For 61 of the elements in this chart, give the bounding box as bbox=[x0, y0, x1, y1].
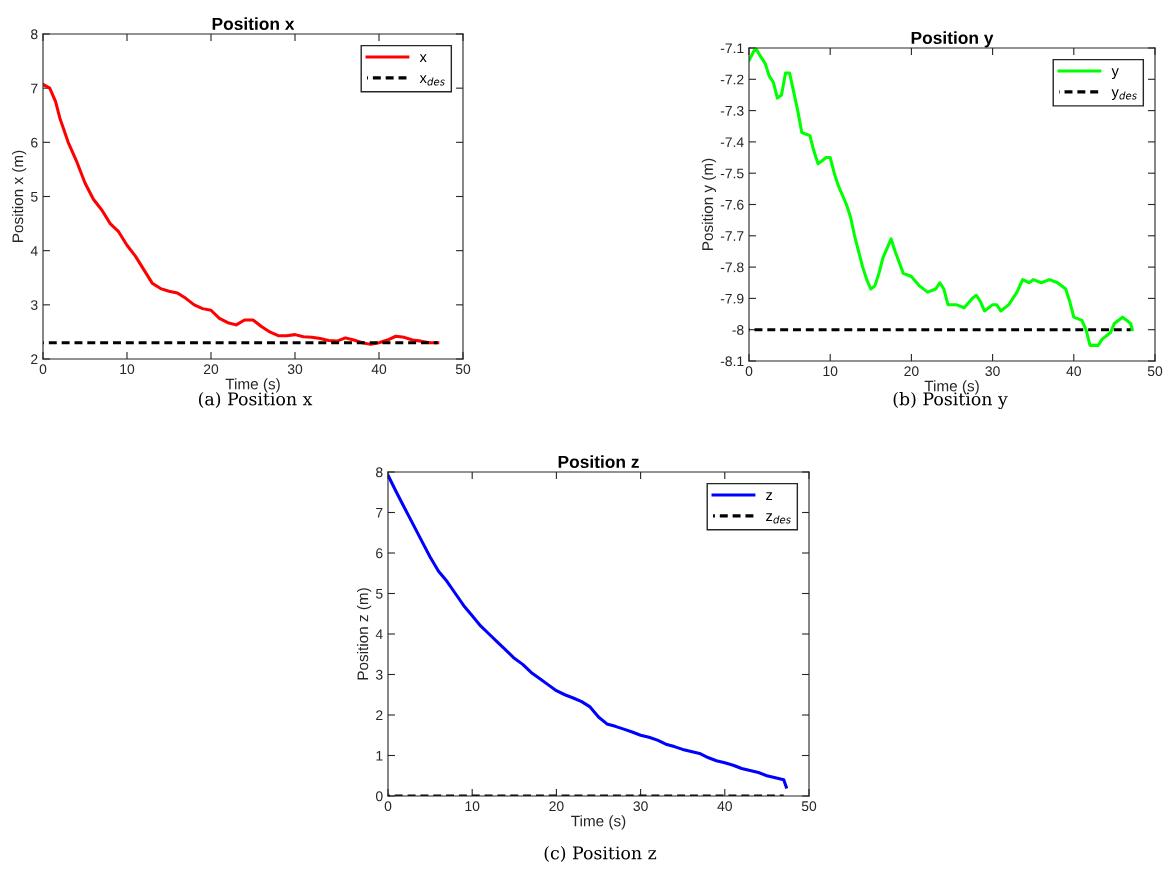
y-axis-title: Position z (m) bbox=[357, 588, 372, 680]
x-tick-label: 40 bbox=[371, 364, 387, 375]
x-tick-label: 10 bbox=[120, 364, 135, 375]
x-axis-title: Time (s) bbox=[225, 378, 280, 393]
y-tick-label: 2 bbox=[31, 354, 38, 365]
x-tick-label: 0 bbox=[39, 364, 47, 375]
x-tick-label: 30 bbox=[985, 366, 1000, 377]
y-tick-label: 3 bbox=[375, 669, 383, 680]
legend-label: x$_{des}$ bbox=[419, 75, 445, 86]
y-tick-label: 1 bbox=[376, 750, 383, 761]
y-tick-label: 8 bbox=[376, 467, 383, 478]
x-tick-label: 30 bbox=[287, 364, 303, 375]
y-tick-label: -7.5 bbox=[720, 168, 744, 179]
y-tick-label: 7 bbox=[31, 83, 38, 94]
y-tick-label: -7.3 bbox=[720, 105, 744, 116]
x-tick-label: 20 bbox=[203, 364, 219, 375]
x-tick-label: 40 bbox=[1066, 366, 1081, 377]
y-tick-label: -7.4 bbox=[720, 137, 744, 147]
text: (a) Position x bbox=[198, 392, 313, 408]
y-tick-label: -7.9 bbox=[720, 293, 744, 304]
x-tick-label: 50 bbox=[455, 364, 471, 375]
text: (c) Position z bbox=[544, 846, 657, 862]
chart-title: Position z bbox=[558, 455, 639, 468]
y-axis-title: Position y (m) bbox=[701, 158, 717, 250]
x-tick-label: 0 bbox=[745, 366, 753, 377]
x-tick-label: 0 bbox=[384, 801, 392, 812]
chart-title: Position y bbox=[911, 31, 994, 48]
y-axis-title: Position x (m) bbox=[12, 150, 27, 242]
y-tick-label: 5 bbox=[375, 588, 383, 599]
y-tick-label: 8 bbox=[31, 29, 38, 40]
x-axis-title: Time (s) bbox=[571, 815, 626, 830]
y-tick-label: 6 bbox=[31, 137, 38, 148]
y-tick-label: 7 bbox=[376, 507, 383, 518]
x-tick-label: 20 bbox=[904, 366, 919, 377]
y-tick-label: -7.7 bbox=[720, 231, 744, 241]
y-tick-label: 5 bbox=[30, 191, 38, 202]
y-tick-label: 6 bbox=[376, 548, 383, 559]
y-tick-label: 4 bbox=[375, 629, 383, 640]
legend-label: y bbox=[1111, 68, 1119, 80]
x-tick-label: 20 bbox=[549, 801, 564, 812]
x-tick-label: 10 bbox=[465, 801, 480, 812]
x-tick-label: 30 bbox=[633, 801, 648, 812]
legend-label: y$_{des}$ bbox=[1111, 89, 1137, 100]
y-tick-label: 4 bbox=[30, 246, 38, 256]
x-tick-label: 50 bbox=[801, 801, 817, 812]
y-tick-label: 3 bbox=[30, 300, 38, 310]
y-tick-label: 2 bbox=[376, 710, 383, 721]
y-tick-label: 0 bbox=[375, 791, 383, 802]
legend-label: x bbox=[419, 54, 427, 63]
legend-label: z$_{des}$ bbox=[766, 513, 791, 524]
y-tick-label: -8.1 bbox=[720, 356, 744, 367]
y-tick-label: -8 bbox=[732, 325, 744, 335]
y-tick-label: -7.8 bbox=[720, 262, 744, 273]
x-tick-label: 10 bbox=[823, 366, 838, 377]
y-tick-label: -7.6 bbox=[720, 199, 744, 210]
chart-title: Position x bbox=[212, 17, 295, 30]
x-tick-label: 50 bbox=[1147, 366, 1163, 377]
y-tick-label: -7.1 bbox=[720, 43, 744, 54]
y-tick-label: -7.2 bbox=[720, 74, 744, 85]
x-tick-label: 40 bbox=[717, 801, 732, 812]
legend-label: z bbox=[766, 492, 773, 501]
